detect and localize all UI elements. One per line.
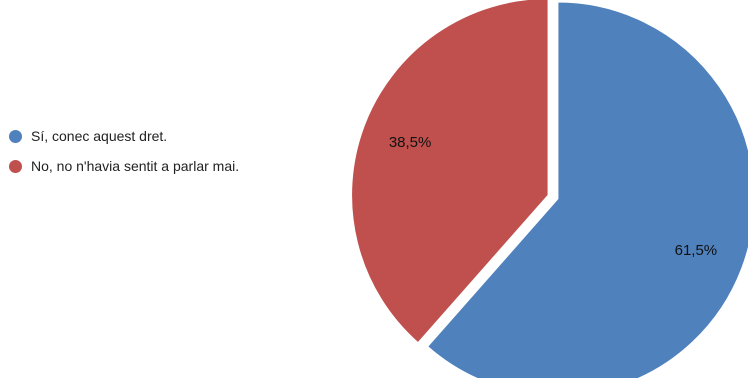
legend-label-si: Sí, conec aquest dret. xyxy=(31,128,168,144)
legend-label-no: No, no n'havia sentit a parlar mai. xyxy=(31,158,240,174)
pie-data-label-0: 61,5% xyxy=(675,242,718,259)
legend-swatch-no xyxy=(9,159,22,173)
pie-slice-0 xyxy=(426,1,748,378)
legend-swatch-si xyxy=(9,129,22,143)
legend-item-no: No, no n'havia sentit a parlar mai. xyxy=(9,151,239,181)
pie-slice-1 xyxy=(350,0,550,345)
chart-legend: Sí, conec aquest dret. No, no n'havia se… xyxy=(9,121,239,181)
pie-data-label-1: 38,5% xyxy=(389,134,432,151)
legend-item-si: Sí, conec aquest dret. xyxy=(9,121,239,151)
